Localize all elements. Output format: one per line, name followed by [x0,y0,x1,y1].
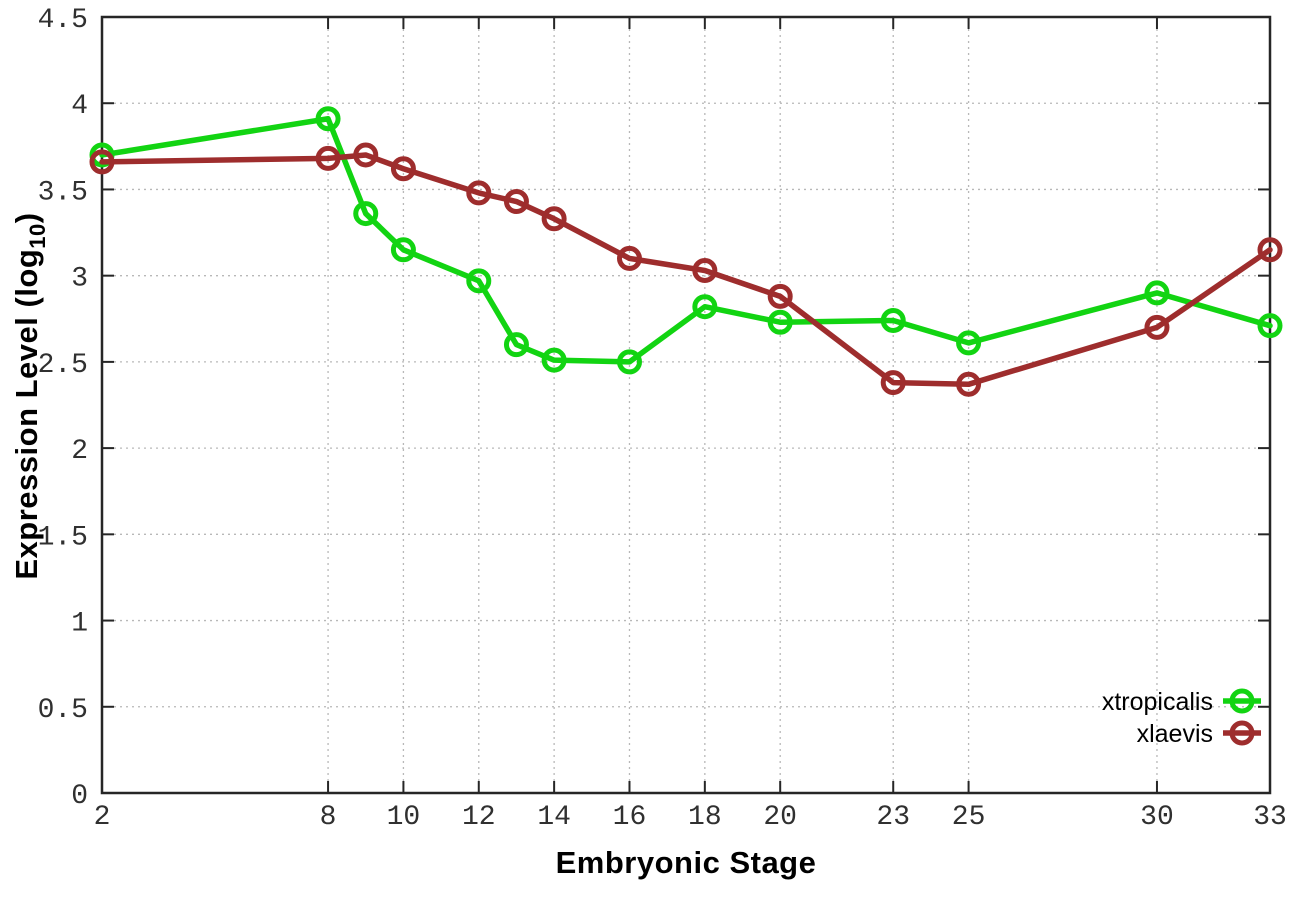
data-point-xtropicalis-stage-33 [1257,313,1283,339]
y-axis-title-suffix: ) [9,212,44,224]
data-point-xlaevis-stage-13 [503,189,529,215]
plot-border [100,15,1272,795]
axis-ticks [101,16,1271,794]
data-point-xlaevis-stage-12 [466,180,492,206]
data-point-xlaevis-stage-8 [315,145,341,171]
gridlines [101,16,1271,794]
y-tick-label: 0.5 [38,695,88,726]
data-point-xtropicalis-stage-12 [466,268,492,294]
data-point-xlaevis-stage-33 [1257,237,1283,263]
data-point-xtropicalis-stage-9 [353,201,379,227]
data-point-xtropicalis-stage-14 [541,347,567,373]
data-point-xlaevis-stage-23 [880,370,906,396]
x-tick-label: 25 [952,802,986,833]
data-point-xtropicalis-stage-18 [692,294,718,320]
y-tick-label: 2.5 [38,350,88,381]
series-xtropicalis [89,106,1283,375]
series-xlaevis [89,142,1283,397]
x-tick-label: 23 [876,802,910,833]
data-point-xlaevis-stage-10 [390,156,416,182]
y-axis-title-subscript: 10 [25,223,50,249]
data-point-xlaevis-stage-20 [767,283,793,309]
x-tick-label: 30 [1140,802,1174,833]
data-point-xtropicalis-stage-8 [315,106,341,132]
data-point-xlaevis-stage-14 [541,206,567,232]
x-tick-label: 18 [688,802,722,833]
y-tick-label: 0 [71,781,88,812]
data-point-xtropicalis-stage-30 [1144,280,1170,306]
x-tick-label: 2 [94,802,111,833]
x-tick-label: 20 [763,802,797,833]
y-tick-label: 3.5 [38,177,88,208]
legend-entry-xtropicalis: xtropicalis [1102,688,1261,716]
data-point-xtropicalis-stage-10 [390,237,416,263]
data-point-xtropicalis-stage-25 [956,330,982,356]
legend-label-xtropicalis: xtropicalis [1102,688,1213,716]
legend-marker-xlaevis [1229,720,1255,746]
y-axis-title: Expression Level (log10) [9,212,50,580]
data-point-xlaevis-stage-30 [1144,314,1170,340]
y-tick-label: 1.5 [38,522,88,553]
y-tick-label: 3 [71,264,88,295]
data-point-xlaevis-stage-2 [89,149,115,175]
y-tick-label: 4.5 [38,5,88,36]
data-point-xtropicalis-stage-16 [616,349,642,375]
y-tick-label: 4 [71,91,88,122]
legend-label-xlaevis: xlaevis [1137,720,1213,748]
x-tick-label: 12 [462,802,496,833]
y-tick-label: 1 [71,609,88,640]
y-tick-labels: 0 0.5 1 1.5 2 2.5 3 3.5 4 4.5 [38,5,88,812]
x-tick-label: 8 [320,802,337,833]
data-point-xlaevis-stage-16 [616,245,642,271]
x-tick-label: 14 [537,802,571,833]
data-point-xlaevis-stage-9 [353,142,379,168]
legend-entry-xlaevis: xlaevis [1137,720,1261,748]
x-tick-label: 16 [613,802,647,833]
x-tick-label: 33 [1253,802,1287,833]
series-line-xtropicalis [99,115,1273,365]
series-line-xlaevis [99,152,1273,388]
data-point-xlaevis-stage-25 [956,371,982,397]
x-tick-labels: 2 8 10 12 14 16 18 20 23 25 30 33 [94,802,1287,833]
x-axis-title: Embryonic Stage [555,845,817,880]
legend-marker-xtropicalis [1229,688,1255,714]
legend: xtropicalis xlaevis [1102,688,1261,748]
data-point-xtropicalis-stage-23 [880,308,906,334]
y-axis-title-text: Expression Level (log [9,248,44,580]
y-tick-label: 2 [71,436,88,467]
data-point-xtropicalis-stage-20 [767,309,793,335]
x-tick-label: 10 [387,802,421,833]
data-point-xtropicalis-stage-13 [503,332,529,358]
data-point-xlaevis-stage-18 [692,257,718,283]
